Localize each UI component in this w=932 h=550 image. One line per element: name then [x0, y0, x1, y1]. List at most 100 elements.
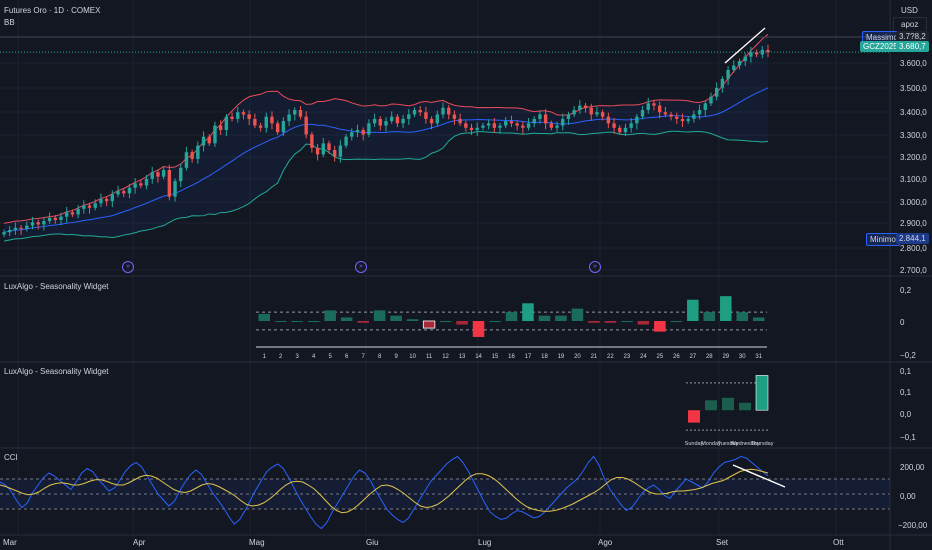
- candle-body: [435, 114, 440, 124]
- seasonality-bar: [670, 321, 683, 322]
- candle-body: [310, 134, 314, 148]
- candle-body: [623, 127, 628, 133]
- day-label: 16: [508, 354, 515, 360]
- bb-upper-line: [3, 33, 769, 224]
- price-axis-label: 2.900,0: [900, 219, 927, 228]
- candle-body: [424, 112, 428, 119]
- day-label: 19: [558, 354, 565, 360]
- candle-body: [36, 222, 40, 225]
- seasonality-bar: [687, 299, 699, 321]
- seasonality-bar: [291, 321, 303, 322]
- candle-body: [110, 194, 115, 202]
- weekday-bar: [688, 410, 700, 423]
- candle-body: [139, 183, 143, 186]
- price-axis-label: 2.700,0: [900, 266, 927, 275]
- seasonality-bar: [752, 317, 765, 321]
- price-axis-label: 3.300,0: [900, 131, 927, 140]
- weekday-bar: [739, 402, 751, 411]
- seasonality-bar: [489, 321, 501, 322]
- candle-body: [179, 167, 183, 182]
- day-label: 2: [279, 354, 283, 360]
- candle-body: [635, 116, 639, 124]
- candle-body: [247, 114, 251, 119]
- currency-label[interactable]: USD: [901, 6, 918, 15]
- time-axis-label: Ott: [833, 538, 844, 547]
- candle-body: [213, 125, 217, 144]
- day-label: 10: [409, 354, 416, 360]
- candle-body: [384, 121, 388, 126]
- day-label: 22: [607, 354, 614, 360]
- event-marker-icon[interactable]: »: [355, 261, 367, 273]
- candle-body: [686, 118, 690, 122]
- day-label: 21: [591, 354, 598, 360]
- pane1-title[interactable]: LuxAlgo - Seasonality Widget: [4, 282, 109, 291]
- seasonality-bar: [621, 321, 633, 322]
- candle-body: [127, 187, 132, 194]
- pane3-title[interactable]: CCI: [4, 453, 18, 462]
- grid-lines: [0, 0, 890, 535]
- candle-body: [618, 127, 622, 133]
- pane1-axis-label: 0: [900, 318, 905, 327]
- low-label-tag: Minimo: [866, 233, 900, 246]
- candle-body: [395, 116, 400, 124]
- weekday-label: Thursday: [751, 441, 774, 447]
- candle-body: [732, 65, 736, 70]
- day-label: 8: [378, 354, 382, 360]
- candle-body: [281, 121, 286, 133]
- candle-body: [646, 103, 650, 110]
- price-axis-label: 3.400,0: [900, 108, 927, 117]
- indicator-bb-label[interactable]: BB: [4, 18, 15, 27]
- candle-body: [629, 123, 633, 128]
- candle-body: [401, 118, 405, 124]
- candle-body: [549, 123, 554, 128]
- candle-body: [692, 114, 696, 119]
- weekday-label: Wednesday: [731, 441, 760, 447]
- candle-body: [726, 70, 730, 79]
- candle-body: [766, 50, 770, 53]
- event-marker-icon[interactable]: »: [122, 261, 134, 273]
- seasonality-bar: [538, 315, 551, 321]
- chart-title[interactable]: Futures Oro · 1D · COMEX: [4, 6, 101, 15]
- day-label: 5: [329, 354, 333, 360]
- pane2-axis-label: 0,1: [900, 388, 912, 397]
- time-axis-label: Ago: [598, 538, 613, 547]
- candle-body: [190, 152, 194, 159]
- seasonality-bar: [522, 303, 534, 321]
- candle-body: [344, 136, 348, 146]
- candle-body: [116, 191, 120, 195]
- bb-fill: [4, 34, 768, 242]
- pane2-title[interactable]: LuxAlgo - Seasonality Widget: [4, 367, 109, 376]
- time-axis-label: Mag: [249, 538, 265, 547]
- seasonality-bar: [604, 321, 617, 323]
- candle-body: [663, 112, 668, 115]
- last-price-tag: 3.680,7: [896, 41, 929, 52]
- candle-body: [150, 172, 154, 179]
- weekday-label: Sunday: [685, 441, 704, 447]
- candle-body: [697, 110, 702, 115]
- bb-basis-line: [3, 87, 769, 233]
- candle-body: [230, 116, 234, 119]
- candle-body: [612, 123, 616, 128]
- candle-body: [703, 103, 707, 110]
- seasonality-bar: [324, 310, 336, 321]
- seasonality-bar: [588, 321, 600, 323]
- candle-body: [196, 145, 200, 159]
- seasonality-bar: [720, 296, 732, 321]
- candle-body: [350, 132, 354, 137]
- candle-body: [538, 114, 542, 119]
- seasonality-bar: [274, 321, 287, 322]
- candle-body: [19, 227, 23, 229]
- candle-body: [452, 114, 457, 119]
- candle-body: [555, 125, 559, 128]
- candle-body: [122, 191, 126, 194]
- candle-body: [264, 116, 268, 128]
- event-marker-icon[interactable]: »: [589, 261, 601, 273]
- candle-body: [82, 205, 86, 209]
- candle-body: [42, 221, 46, 225]
- day-label: 18: [541, 354, 548, 360]
- candle-body: [372, 118, 377, 124]
- day-label: 30: [739, 354, 746, 360]
- candle-body: [458, 118, 462, 124]
- user-badge[interactable]: apoz: [893, 17, 927, 32]
